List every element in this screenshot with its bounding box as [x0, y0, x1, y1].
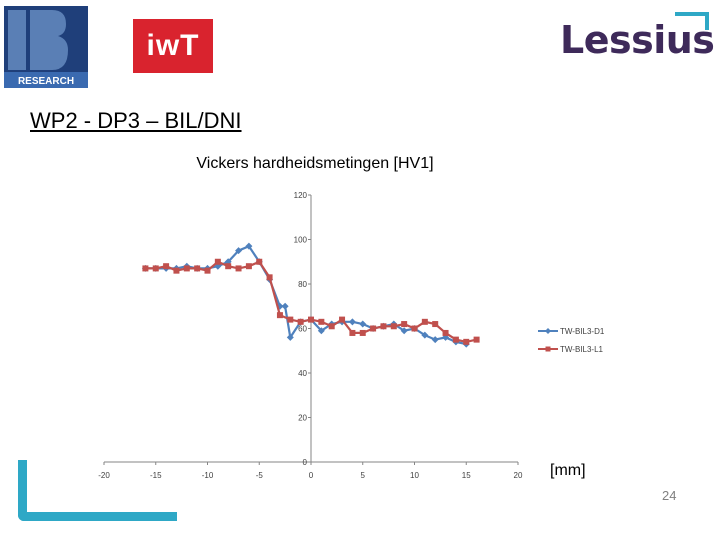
data-point-diamond	[431, 336, 439, 344]
data-point-diamond	[317, 327, 325, 335]
data-point-square	[308, 316, 314, 323]
chart-series	[141, 242, 480, 348]
data-point-square	[421, 318, 428, 325]
y-tick-label: 120	[294, 191, 308, 200]
x-unit-label: [mm]	[550, 462, 586, 479]
data-point-square	[359, 329, 366, 336]
data-point-square	[473, 336, 480, 343]
data-point-square	[235, 265, 242, 272]
data-point-square	[328, 323, 335, 330]
data-point-diamond	[400, 327, 408, 335]
chart-legend: TW-BIL3-D1 TW-BIL3-L1	[538, 327, 605, 354]
x-tick-label: -5	[256, 471, 264, 480]
legend-marker-square	[545, 346, 551, 352]
y-tick-label: 60	[298, 325, 307, 334]
lessius-logo: Lessius	[560, 18, 715, 62]
corner-bracket-decoration	[18, 460, 177, 521]
data-point-diamond	[286, 333, 294, 341]
x-tick-label: -10	[202, 471, 214, 480]
data-point-square	[214, 258, 221, 265]
data-point-diamond	[348, 318, 356, 326]
chart-title: Vickers hardheidsmetingen [HV1]	[196, 155, 434, 172]
data-point-square	[411, 325, 418, 332]
iwt-logo: iwT	[133, 19, 213, 73]
y-tick-label: 0	[303, 458, 308, 467]
data-point-square	[225, 263, 232, 270]
data-point-square	[380, 323, 387, 330]
data-point-square	[401, 321, 408, 328]
page-title: WP2 - DP3 – BIL/DNI	[30, 108, 242, 133]
data-point-diamond	[245, 242, 253, 250]
lessius-corner-mark	[675, 12, 709, 30]
x-tick-label: -15	[150, 471, 162, 480]
data-point-square	[173, 267, 180, 274]
data-point-square	[194, 265, 201, 272]
data-point-square	[432, 321, 439, 328]
legend-label: TW-BIL3-D1	[560, 327, 605, 336]
legend-marker-diamond	[545, 328, 551, 334]
y-tick-label: 40	[298, 369, 307, 378]
x-tick-label: -20	[98, 471, 110, 480]
data-point-square	[152, 265, 159, 272]
data-point-square	[390, 323, 397, 330]
iwt-logo-text: iwT	[146, 29, 200, 62]
data-point-square	[163, 263, 170, 270]
data-point-square	[142, 265, 149, 272]
y-tick-label: 80	[298, 280, 307, 289]
data-point-square	[266, 274, 273, 281]
data-point-square	[339, 316, 346, 323]
chart-axes: 0 20 40 60 80 100 120 -20 -15 -10 -5 0 5 10 15 20	[98, 191, 523, 480]
data-point-diamond	[235, 247, 243, 255]
data-point-square	[370, 325, 377, 332]
x-tick-label: 20	[514, 471, 523, 480]
y-tick-label: 20	[298, 414, 307, 423]
data-point-square	[297, 318, 304, 325]
data-point-square	[183, 265, 190, 272]
x-tick-label: 15	[462, 471, 471, 480]
data-point-diamond	[421, 331, 429, 339]
page-number: 24	[662, 488, 677, 503]
legend-label: TW-BIL3-L1	[560, 345, 604, 354]
bis-research-logo: RESEARCH	[4, 6, 88, 88]
data-point-square	[318, 318, 325, 325]
data-point-diamond	[281, 302, 289, 310]
bis-research-text: RESEARCH	[18, 76, 74, 87]
x-tick-label: 10	[410, 471, 419, 480]
y-tick-label: 100	[294, 236, 308, 245]
data-point-square	[442, 329, 449, 336]
data-point-square	[452, 336, 459, 343]
x-tick-label: 5	[361, 471, 366, 480]
data-point-square	[287, 316, 294, 323]
data-point-square	[276, 312, 283, 319]
data-point-square	[463, 338, 470, 345]
data-point-square	[349, 329, 356, 336]
data-point-square	[256, 258, 263, 265]
data-point-square	[245, 263, 252, 270]
data-point-square	[204, 267, 211, 274]
data-point-diamond	[359, 320, 367, 328]
x-tick-label: 0	[309, 471, 314, 480]
